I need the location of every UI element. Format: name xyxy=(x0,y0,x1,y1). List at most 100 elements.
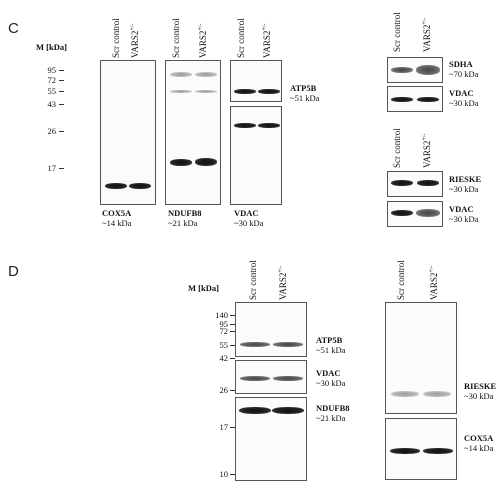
blot-d-vdac xyxy=(235,360,307,394)
marker-tick xyxy=(59,80,64,81)
marker-label: 26 xyxy=(219,385,229,395)
lane-label: VARS2+/- xyxy=(130,23,140,58)
band xyxy=(416,209,440,217)
band xyxy=(240,376,270,381)
band xyxy=(391,97,413,102)
marker-tick xyxy=(59,70,64,71)
blot-d-cox5a xyxy=(385,418,457,480)
band xyxy=(390,448,420,454)
marker-label: 43 xyxy=(47,99,57,109)
blot-label-sdha: SDHA ~70 kDa xyxy=(449,59,479,79)
blot-label-rieske: RIESKE ~30 kDa xyxy=(449,174,482,194)
band xyxy=(239,407,271,414)
marker-label: 95 xyxy=(47,65,57,75)
blot-label-d-cox5a: COX5A ~14 kDa xyxy=(464,433,494,453)
marker-tick xyxy=(59,91,64,92)
marker-label: 17 xyxy=(47,163,57,173)
marker-tick xyxy=(230,427,235,428)
marker-tick xyxy=(230,474,235,475)
lane-label: Scr control xyxy=(392,12,402,52)
marker-label: 140 xyxy=(215,310,228,320)
lane-label: VARS2+/- xyxy=(278,265,288,300)
band xyxy=(391,391,419,397)
blot-ndufb8 xyxy=(165,60,221,205)
band xyxy=(234,89,256,94)
blot-d-ndufb8 xyxy=(235,397,307,481)
blot-vdac xyxy=(230,106,282,205)
band xyxy=(416,65,440,75)
lane-label: VARS2+/- xyxy=(422,17,432,52)
blot-d-rieske xyxy=(385,302,457,414)
band xyxy=(170,72,192,77)
marker-label: 42 xyxy=(219,353,229,363)
lane-label: VARS2+/- xyxy=(429,265,439,300)
marker-tick xyxy=(230,315,235,316)
band xyxy=(391,67,413,73)
band xyxy=(391,180,413,186)
blot-label-vdac: VDAC ~30 kDa xyxy=(234,208,264,228)
marker-label: 72 xyxy=(47,75,57,85)
lane-label: Scr control xyxy=(248,260,258,300)
marker-label: 55 xyxy=(219,340,229,350)
blot-label-d-atp5b: ATP5B ~51 kDa xyxy=(316,335,346,355)
band xyxy=(195,158,217,166)
blot-label-d-vdac: VDAC ~30 kDa xyxy=(316,368,346,388)
band xyxy=(391,210,413,216)
blot-label-vdac-r2: VDAC ~30 kDa xyxy=(449,204,479,224)
band xyxy=(258,123,280,128)
blot-sdha xyxy=(387,57,443,83)
marker-label: 55 xyxy=(47,86,57,96)
band xyxy=(273,342,303,347)
marker-tick xyxy=(230,331,235,332)
band xyxy=(195,90,217,93)
blot-label-d-rieske: RIESKE ~30 kDa xyxy=(464,381,497,401)
marker-tick xyxy=(230,390,235,391)
lane-label: Scr control xyxy=(396,260,406,300)
panel-d-mw-header: M [kDa] xyxy=(188,283,219,293)
blot-vdac-r2 xyxy=(387,201,443,227)
band xyxy=(234,123,256,128)
blot-cox5a xyxy=(100,60,156,205)
band xyxy=(129,183,151,189)
marker-tick xyxy=(59,131,64,132)
band xyxy=(240,342,270,347)
lane-label: Scr control xyxy=(171,18,181,58)
blot-rieske xyxy=(387,171,443,197)
band xyxy=(423,391,451,397)
band xyxy=(417,180,439,186)
band xyxy=(272,407,304,414)
marker-tick xyxy=(59,168,64,169)
blot-d-atp5b xyxy=(235,302,307,357)
marker-label: 95 xyxy=(219,319,229,329)
marker-tick xyxy=(230,358,235,359)
marker-tick xyxy=(230,345,235,346)
band xyxy=(105,183,127,189)
lane-label: VARS2+/- xyxy=(422,133,432,168)
marker-label: 26 xyxy=(47,126,57,136)
lane-label: Scr control xyxy=(392,128,402,168)
blot-vdac-r1 xyxy=(387,86,443,112)
lane-label: VARS2+/- xyxy=(262,23,272,58)
marker-tick xyxy=(230,324,235,325)
blot-label-atp5b: ATP5B ~51 kDa xyxy=(290,83,320,103)
blot-label-vdac-r1: VDAC ~30 kDa xyxy=(449,88,479,108)
marker-label: 10 xyxy=(219,469,229,479)
band xyxy=(423,448,453,454)
band xyxy=(417,97,439,102)
band xyxy=(273,376,303,381)
panel-c-mw-header: M [kDa] xyxy=(36,42,67,52)
band xyxy=(170,90,192,93)
band xyxy=(170,159,192,166)
blot-atp5b xyxy=(230,60,282,102)
blot-label-ndufb8: NDUFB8 ~21 kDa xyxy=(168,208,202,228)
panel-d-letter: D xyxy=(8,263,19,280)
blot-label-cox5a: COX5A ~14 kDa xyxy=(102,208,132,228)
band xyxy=(195,72,217,77)
lane-label: VARS2+/- xyxy=(198,23,208,58)
marker-label: 17 xyxy=(219,422,229,432)
marker-tick xyxy=(59,104,64,105)
panel-c-letter: C xyxy=(8,20,19,37)
blot-label-d-ndufb8: NDUFB8 ~21 kDa xyxy=(316,403,350,423)
marker-label: 72 xyxy=(219,326,229,336)
band xyxy=(258,89,280,94)
